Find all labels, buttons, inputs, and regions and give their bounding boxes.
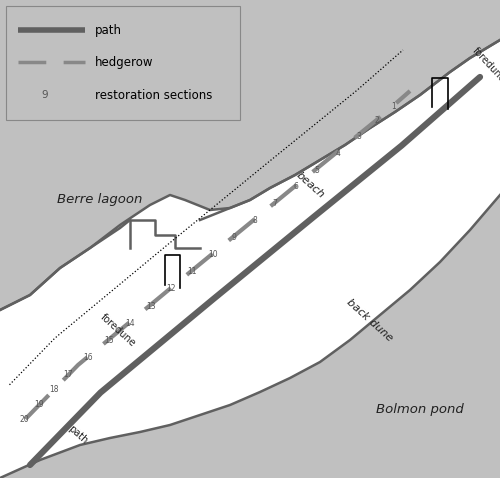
Text: 16: 16	[84, 353, 93, 362]
Text: foredune: foredune	[98, 312, 138, 348]
Text: 10: 10	[208, 250, 218, 260]
Text: beach: beach	[294, 170, 326, 200]
Text: back dune: back dune	[345, 297, 395, 343]
Text: 13: 13	[146, 302, 156, 311]
Text: 20: 20	[20, 415, 30, 424]
Text: 1: 1	[392, 101, 396, 110]
Text: 7: 7	[273, 199, 278, 208]
Text: 17: 17	[64, 370, 73, 380]
Text: 18: 18	[49, 385, 58, 394]
Polygon shape	[0, 40, 500, 478]
FancyBboxPatch shape	[6, 6, 240, 120]
Text: 12: 12	[166, 284, 176, 293]
Text: 14: 14	[125, 319, 134, 328]
Text: Berre lagoon: Berre lagoon	[58, 194, 142, 206]
Text: restoration sections: restoration sections	[95, 88, 212, 101]
Text: 5: 5	[314, 165, 320, 174]
Text: Bolmon pond: Bolmon pond	[376, 403, 464, 416]
Text: 4: 4	[335, 149, 340, 158]
Text: 11: 11	[188, 267, 197, 276]
Text: 2: 2	[375, 116, 380, 125]
Text: foredune: foredune	[470, 45, 500, 84]
Text: 3: 3	[356, 132, 361, 141]
Text: hedgerow: hedgerow	[95, 55, 154, 68]
Text: path: path	[66, 424, 90, 446]
Text: 6: 6	[294, 183, 298, 191]
Text: 19: 19	[34, 401, 44, 409]
Text: 8: 8	[252, 216, 257, 225]
Text: 9: 9	[231, 233, 236, 242]
Text: 9: 9	[42, 90, 48, 100]
Text: path: path	[95, 23, 122, 36]
Text: 15: 15	[104, 336, 114, 345]
